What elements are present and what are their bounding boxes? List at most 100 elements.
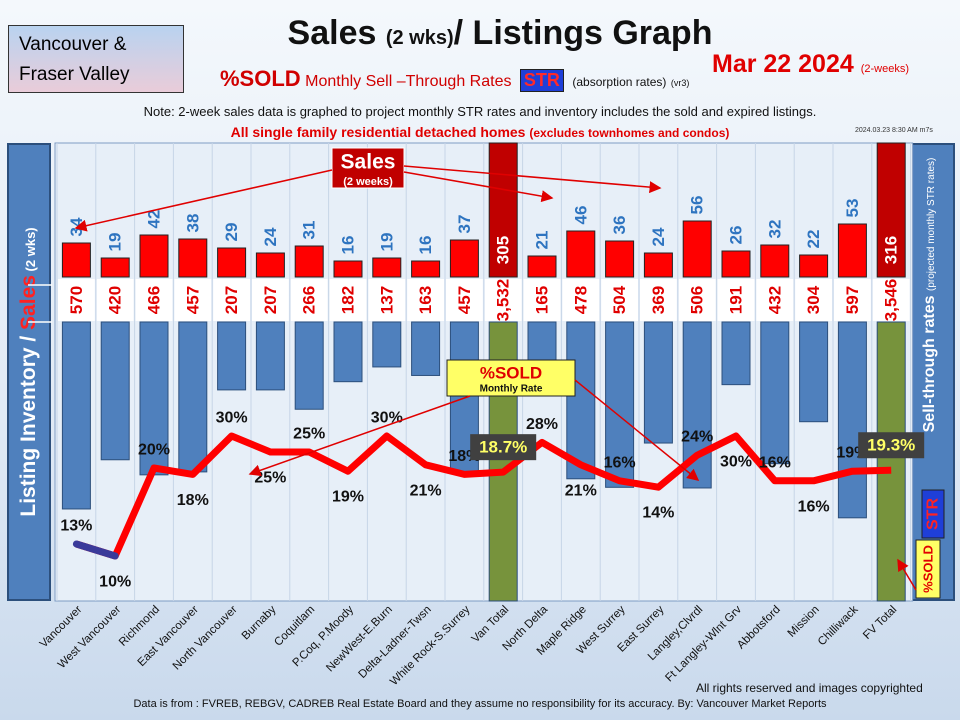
inventory-bar — [760, 321, 790, 465]
inventory-label-box — [290, 279, 328, 321]
str-value-label: 24% — [681, 429, 713, 446]
sales-value-label: 42 — [145, 210, 164, 229]
str-value-label: 21% — [410, 482, 442, 499]
category-label: White Rock-S.Surrey — [388, 603, 473, 688]
str-total-box — [858, 432, 925, 459]
inventory-value-label: 191 — [727, 286, 746, 314]
title-rest: / Listings Graph — [453, 14, 713, 52]
scope-text: All single family residential detached h… — [0, 124, 960, 140]
sold-badge — [915, 539, 941, 599]
category-label: Delta-Ladner-Twsn — [357, 604, 434, 681]
sales-value-label: 32 — [765, 220, 784, 239]
inventory-label-box — [329, 279, 367, 321]
inventory-value-label: 570 — [67, 286, 86, 314]
inventory-label-box — [717, 279, 755, 321]
inventory-label-box — [135, 279, 173, 321]
sales-value-label: 21 — [533, 231, 552, 250]
sales-bar — [61, 242, 91, 278]
inventory-label-box — [523, 279, 561, 321]
sales-value-label: 305 — [494, 236, 513, 264]
inventory-value-label: 420 — [106, 286, 125, 314]
str-value-label: 10% — [99, 574, 131, 591]
inventory-value-label: 597 — [843, 286, 862, 314]
sold-badge-arrow — [897, 558, 917, 591]
inventory-bar — [876, 321, 906, 602]
str-value-label: 21% — [565, 482, 597, 499]
inventory-label-box — [174, 279, 212, 321]
subtitle-text: Monthly Sell –Through Rates — [305, 73, 512, 90]
subtitle-version: (vr3) — [670, 78, 690, 88]
inventory-label-box — [834, 279, 871, 321]
sales-bar — [139, 234, 169, 278]
str-value-label: 14% — [642, 505, 674, 522]
inventory-label-box — [562, 279, 600, 321]
inventory-value-label: 369 — [649, 286, 668, 314]
inventory-label-box — [58, 279, 95, 321]
sales-value-label: 316 — [882, 236, 901, 264]
sales-bar — [178, 238, 208, 278]
category-label: Ft Langley-Wlnt Grv — [663, 603, 744, 684]
sold-callout-sub: Monthly Rate — [480, 384, 543, 395]
inventory-value-label: 457 — [183, 286, 202, 314]
timestamp: 2024.03.23 8:30 AM m7s — [855, 127, 933, 134]
region-line-1: Vancouver & — [19, 34, 127, 55]
sales-bar — [643, 252, 673, 278]
region-line-2: Fraser Valley — [19, 64, 130, 85]
sales-bar — [333, 260, 363, 278]
sales-value-label: 53 — [843, 199, 862, 218]
left-axis-panel: Listing Inventory / Sales (2 wks) — [7, 143, 51, 601]
sales-bar — [605, 240, 635, 278]
sales-bar — [721, 250, 751, 278]
sales-value-label: 16 — [339, 236, 358, 255]
subtitle-str-badge: STR — [519, 69, 564, 92]
sales-value-label: 22 — [804, 230, 823, 249]
sales-callout-label: Sales — [341, 151, 396, 174]
inventory-label-box — [252, 279, 289, 321]
str-badge — [921, 489, 945, 539]
str-value-label: 28% — [526, 416, 558, 433]
str-value-label: 30% — [216, 410, 248, 427]
date-note: (2-weeks) — [860, 63, 910, 75]
inventory-label-box — [368, 279, 406, 321]
sales-value-label: 24 — [261, 227, 280, 246]
str-total-box — [470, 434, 537, 461]
inventory-label-box — [795, 279, 832, 321]
category-label: Burnaby — [240, 603, 279, 642]
inventory-value-label: 3,532 — [494, 279, 513, 322]
inventory-value-label: 504 — [610, 285, 629, 314]
inventory-bar — [217, 321, 247, 391]
str-value-label: 30% — [371, 410, 403, 427]
sales-value-label: 56 — [688, 196, 707, 215]
str-value-label: 16% — [604, 454, 636, 471]
inventory-label-box — [213, 279, 250, 321]
scope-main: All single family residential detached h… — [230, 124, 526, 140]
subtitle-sold: %SOLD — [220, 66, 301, 91]
sales-bar — [100, 257, 130, 278]
inventory-label-box — [872, 279, 910, 321]
inventory-label-box — [407, 279, 444, 321]
inventory-bar — [411, 321, 441, 376]
inventory-bar — [178, 321, 208, 473]
note-text: Note: 2-week sales data is graphed to pr… — [143, 104, 817, 119]
category-label: NewWest-E.Burn — [324, 604, 395, 675]
category-label: Mission — [786, 604, 822, 640]
inventory-label-box — [601, 279, 638, 321]
sales-value-label: 38 — [183, 214, 202, 233]
chart-subtitle: %SOLD Monthly Sell –Through Rates STR (a… — [220, 66, 689, 92]
inventory-value-label: 304 — [804, 285, 823, 314]
inventory-value-label: 3,546 — [882, 279, 901, 322]
str-total-label: 18.7% — [479, 438, 527, 457]
inventory-bar — [372, 321, 402, 368]
chart-title: Sales (2 wks)/ Listings Graph — [200, 14, 800, 53]
sales-callout-box — [331, 147, 405, 189]
sales-bar — [682, 220, 712, 278]
title-sales: Sales — [287, 14, 377, 52]
sold-callout-box — [446, 359, 576, 397]
sales-bar — [527, 255, 557, 278]
category-label: Chilliwack — [816, 603, 861, 648]
sales-bar — [760, 244, 790, 278]
str-value-label: 25% — [254, 470, 286, 487]
inventory-bar — [721, 321, 751, 386]
sales-value-label: 46 — [571, 206, 590, 225]
